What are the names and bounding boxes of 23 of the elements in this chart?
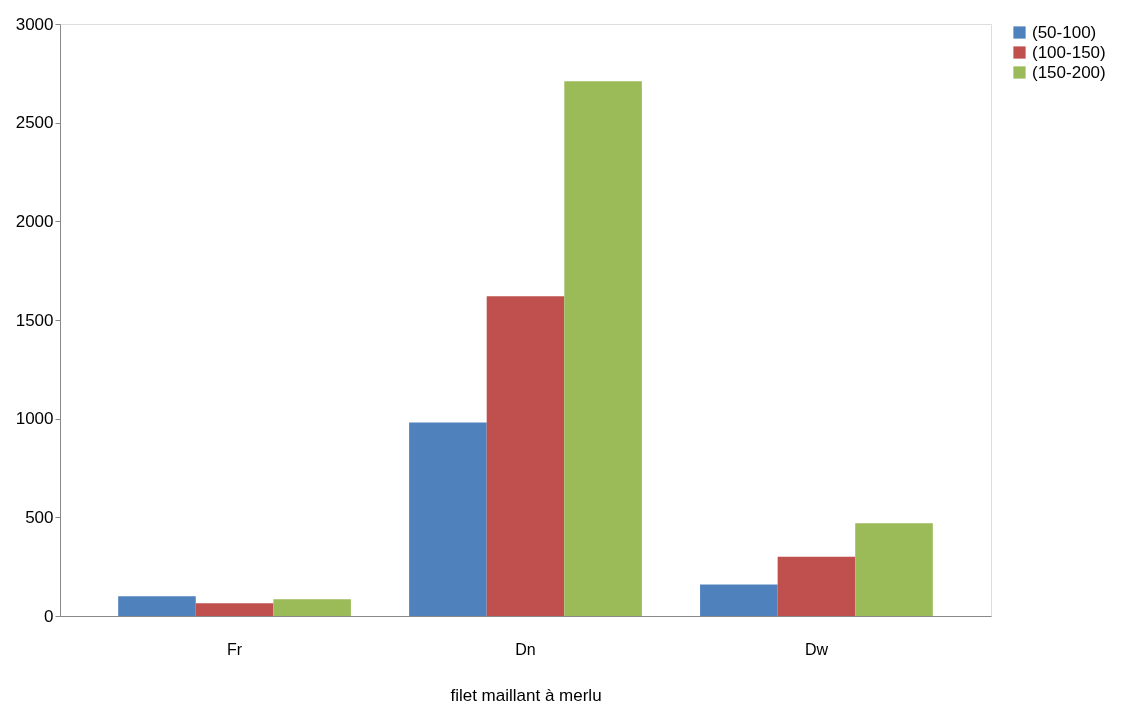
y-tick-label: 0 (44, 606, 54, 626)
x-tick-label: Dn (515, 640, 536, 658)
bar (409, 422, 487, 616)
bar (777, 556, 856, 616)
bar (195, 603, 274, 616)
bar (486, 296, 565, 616)
bar (855, 523, 933, 616)
legend-label: (100-150) (1032, 42, 1106, 62)
x-tick-label: Dw (804, 640, 829, 658)
legend-label: (50-100) (1032, 22, 1097, 42)
bar (700, 584, 778, 616)
bar (273, 599, 351, 616)
x-axis-title: filet maillant à merlu (450, 685, 602, 705)
y-tick-label: 3000 (15, 14, 54, 34)
y-tick-label: 2500 (15, 113, 54, 133)
x-tick-label: Fr (227, 640, 243, 658)
legend-label: (150-200) (1032, 62, 1106, 82)
bar (564, 81, 642, 616)
bar (118, 596, 196, 616)
y-tick-label: 500 (25, 507, 54, 527)
y-tick-label: 1000 (15, 409, 54, 429)
y-tick-label: 1500 (15, 310, 54, 330)
y-tick-label: 2000 (15, 211, 54, 231)
